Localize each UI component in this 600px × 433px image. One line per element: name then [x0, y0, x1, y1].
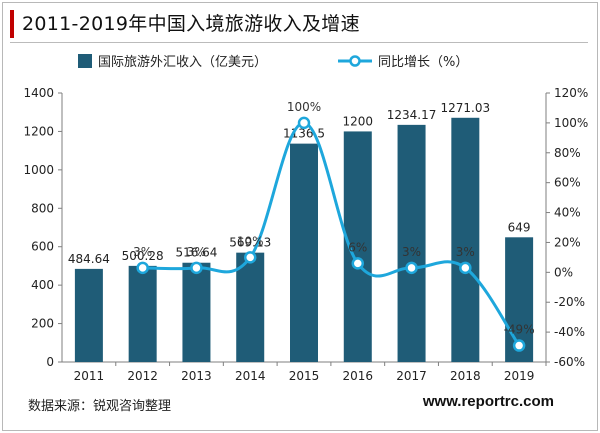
y-right-tick-label: 100%	[554, 116, 588, 130]
bar-value-label: 484.64	[68, 252, 110, 266]
legend-line-label: 同比增长（%）	[378, 55, 468, 70]
bar	[397, 124, 426, 362]
y-left-tick-label: 400	[31, 278, 54, 292]
growth-point	[243, 251, 257, 264]
growth-point	[459, 261, 472, 275]
x-tick-label: 2015	[289, 369, 320, 383]
y-right-tick-label: 0%	[554, 265, 573, 279]
bar	[128, 265, 157, 362]
growth-line	[142, 121, 521, 347]
bar-value-label: 649	[508, 220, 531, 234]
growth-value-label: 3%	[456, 245, 475, 259]
y-right-tick-label: 20%	[554, 235, 581, 249]
y-right-tick-label: 40%	[554, 206, 581, 220]
x-tick-label: 2018	[450, 369, 481, 383]
y-left-tick-label: 1200	[23, 124, 54, 138]
bar-value-label: 1200	[343, 114, 374, 128]
y-right-tick-label: 60%	[554, 176, 581, 190]
growth-point	[190, 261, 203, 275]
growth-point	[405, 261, 418, 275]
growth-point	[512, 339, 526, 352]
growth-value-label: 6%	[348, 240, 367, 254]
bar	[236, 252, 265, 362]
growth-value-label: 100%	[287, 100, 321, 114]
y-left-tick-label: 800	[31, 201, 54, 215]
site-url: www.reportrc.com	[422, 393, 554, 410]
x-tick-label: 2016	[343, 369, 374, 383]
bar	[451, 117, 480, 362]
growth-value-label: -49%	[504, 323, 535, 337]
growth-value-label: 3%	[402, 245, 421, 259]
x-tick-label: 2019	[504, 369, 535, 383]
growth-value-label: 3%	[187, 245, 206, 259]
x-tick-label: 2011	[74, 369, 105, 383]
legend-bar-swatch	[78, 54, 92, 68]
y-right-tick-label: 120%	[554, 86, 588, 100]
source-note: 数据来源：锐观咨询整理	[28, 399, 172, 414]
bar-value-label: 516.64	[175, 246, 217, 260]
y-left-tick-label: 0	[46, 355, 54, 369]
y-right-tick-label: -20%	[554, 295, 585, 309]
legend-line-marker	[349, 55, 361, 67]
title-accent-bar	[10, 10, 14, 38]
x-tick-label: 2017	[396, 369, 427, 383]
bar-value-label: 500.28	[122, 249, 164, 263]
y-left-tick-label: 600	[31, 240, 54, 254]
bar	[182, 262, 211, 362]
bar-value-label: 1271.03	[441, 101, 491, 115]
y-left-tick-label: 200	[31, 317, 54, 331]
x-tick-label: 2014	[235, 369, 266, 383]
title-divider	[10, 42, 588, 43]
bar	[290, 143, 318, 362]
growth-point	[351, 257, 365, 270]
bar-value-label: 1234.17	[387, 108, 437, 122]
y-left-tick-label: 1400	[23, 86, 54, 100]
x-tick-label: 2013	[181, 369, 212, 383]
chart-title: 2011-2019年中国入境旅游收入及增速	[22, 13, 360, 35]
growth-value-label: 3%	[133, 245, 152, 259]
y-right-tick-label: -40%	[554, 325, 585, 339]
bar	[74, 268, 103, 362]
y-left-tick-label: 1000	[23, 163, 54, 177]
legend-bar-label: 国际旅游外汇收入（亿美元）	[98, 55, 267, 70]
y-right-tick-label: 80%	[554, 146, 581, 160]
y-right-tick-label: -60%	[554, 355, 585, 369]
x-tick-label: 2012	[127, 369, 158, 383]
growth-point	[297, 116, 311, 130]
growth-value-label: 10%	[237, 234, 264, 248]
growth-point	[136, 261, 149, 275]
